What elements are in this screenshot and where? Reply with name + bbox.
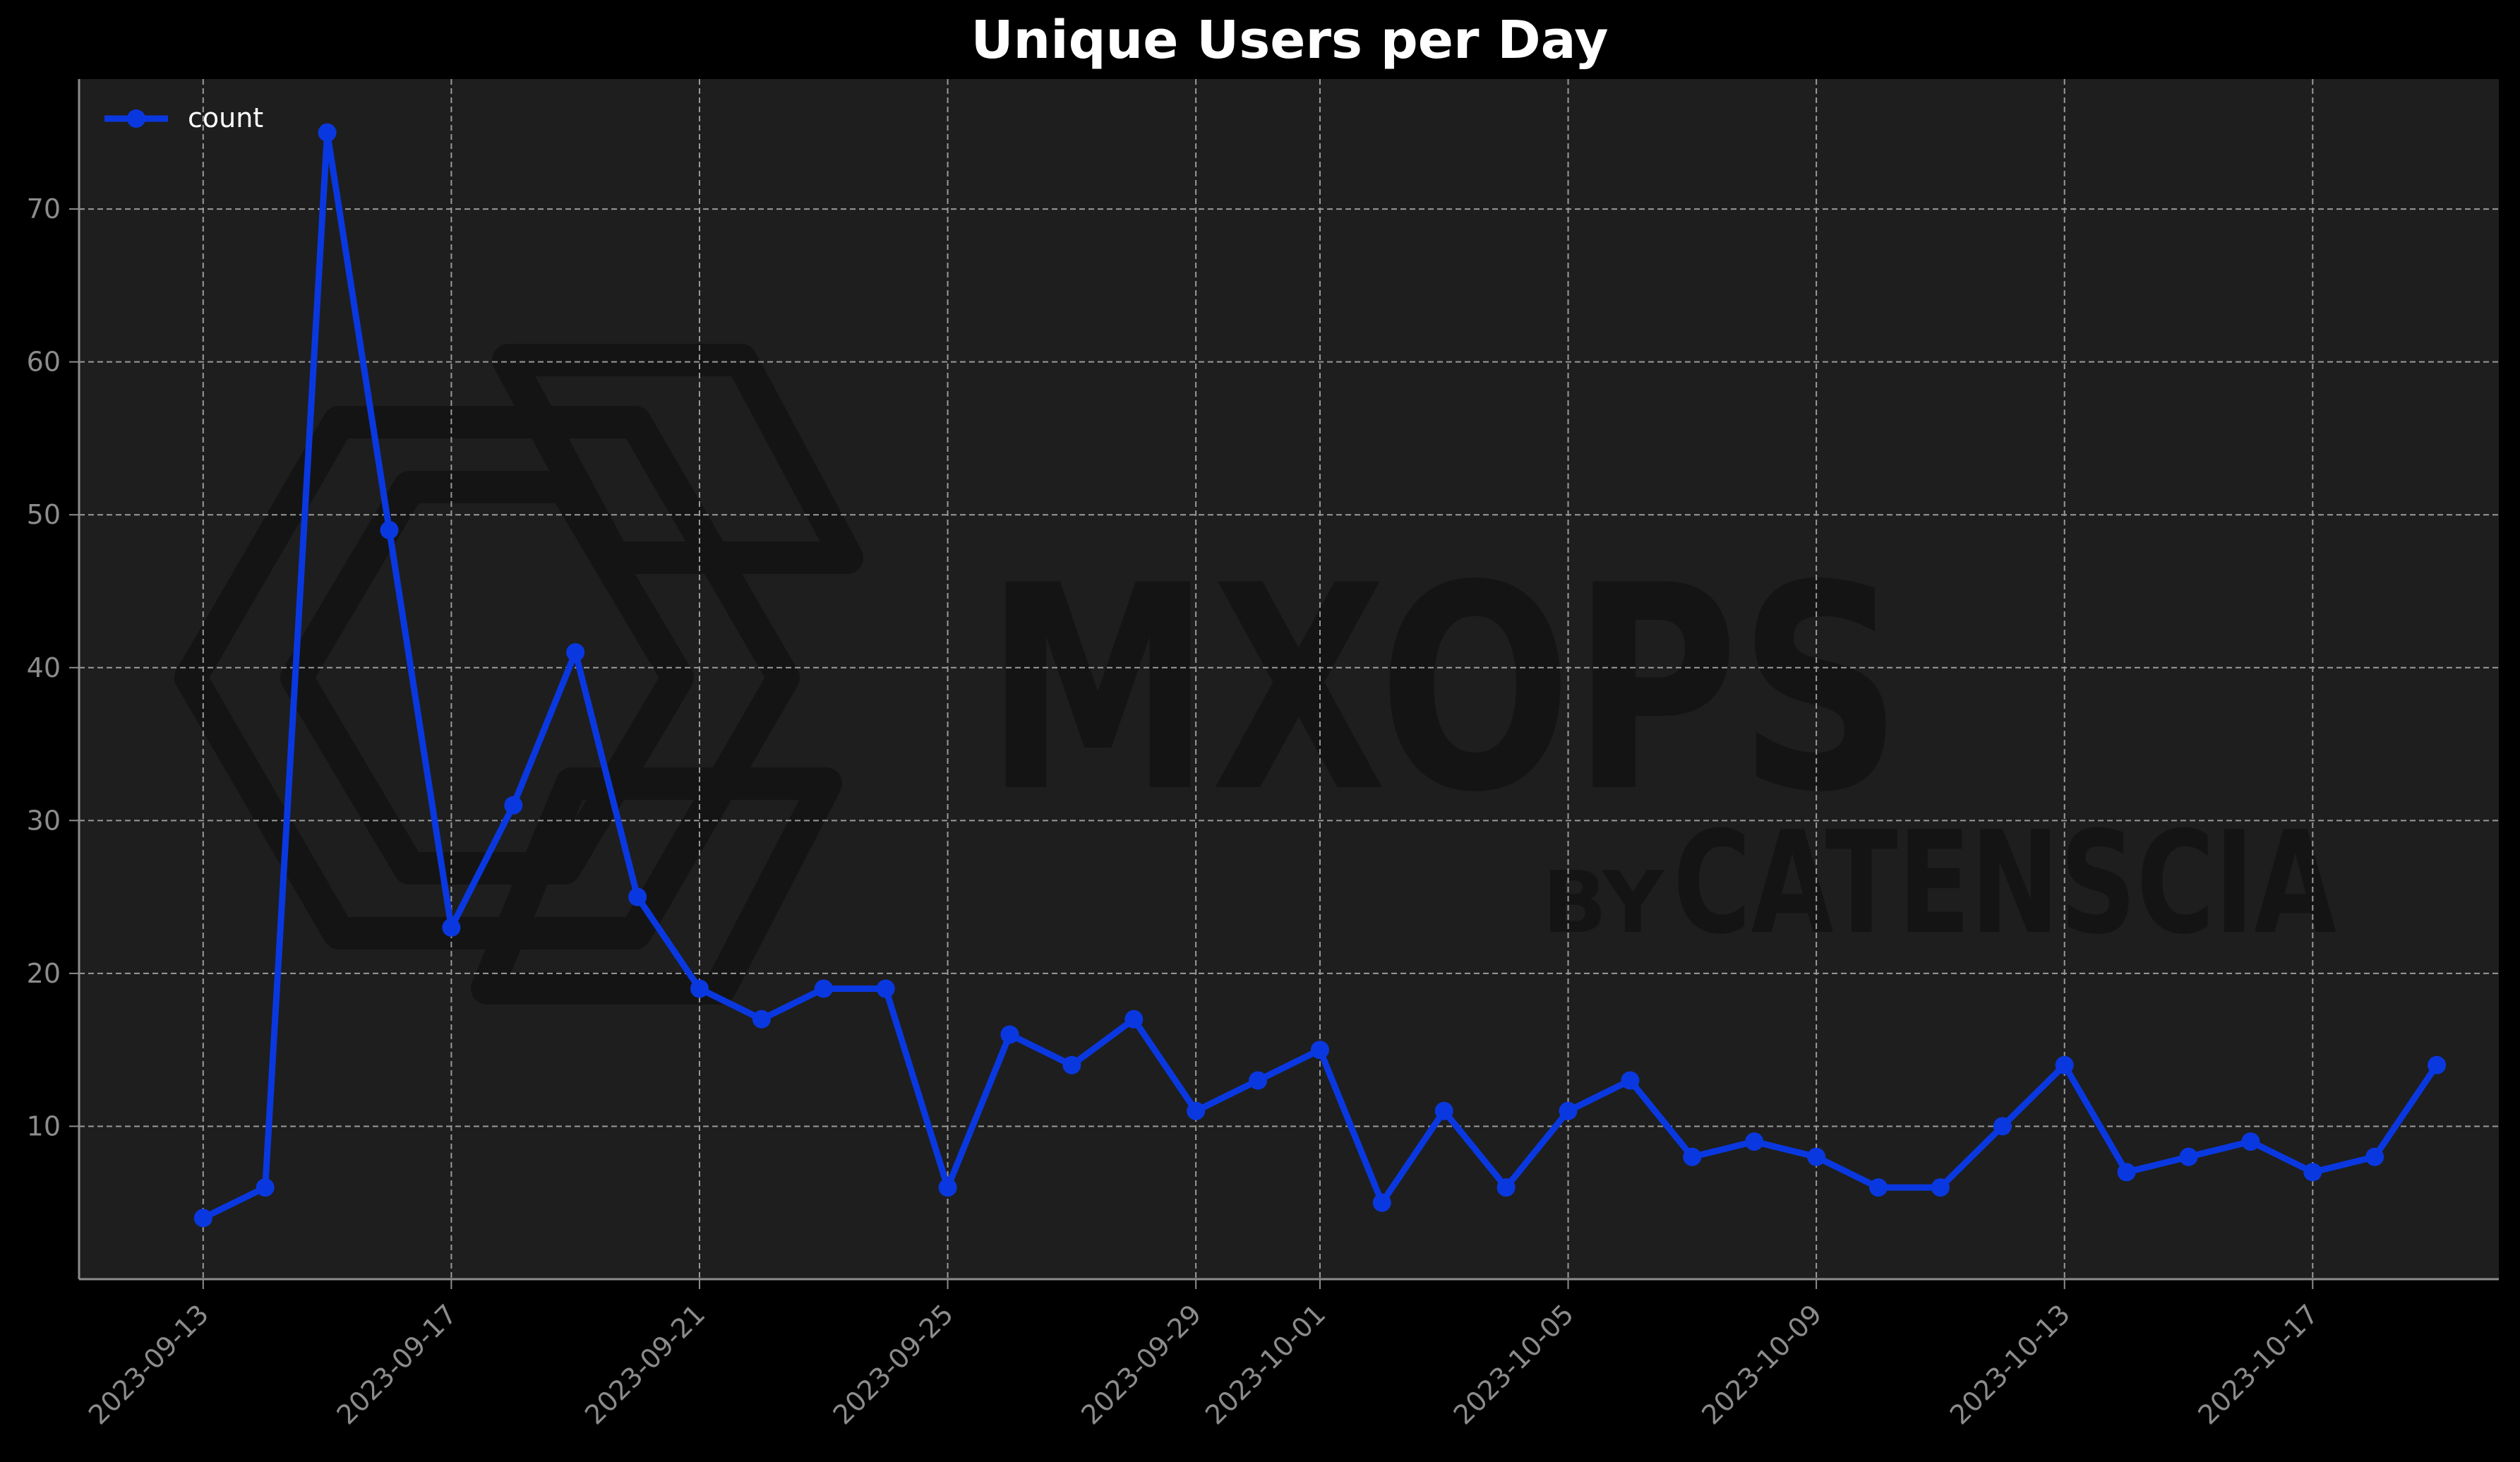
data-point: [318, 123, 337, 142]
watermark-hexagon-inner: [280, 471, 694, 885]
data-point: [1993, 1117, 2012, 1136]
y-tick-label: 40: [27, 652, 61, 683]
watermark-shape-top: [492, 344, 863, 574]
y-tick-label: 20: [27, 958, 61, 989]
data-point: [1187, 1101, 1206, 1120]
data-point: [1931, 1178, 1950, 1197]
legend-marker-swatch: [127, 109, 145, 128]
data-point: [690, 979, 709, 998]
data-point: [1496, 1178, 1516, 1197]
watermark-main: MXOPS: [985, 526, 1902, 854]
series-count: [193, 123, 2447, 1228]
y-tick-label: 60: [27, 347, 61, 378]
axes: [69, 79, 2499, 1289]
watermark-by: BY: [1542, 854, 1665, 952]
data-point: [566, 643, 585, 662]
data-point: [1124, 1009, 1144, 1029]
data-point: [2365, 1147, 2384, 1166]
data-point: [193, 1209, 212, 1228]
data-point: [1310, 1041, 1329, 1060]
watermark-shape-bottom: [471, 767, 842, 1005]
data-point: [1372, 1193, 1391, 1212]
data-point: [938, 1178, 957, 1197]
data-point: [752, 1009, 771, 1029]
data-point: [2303, 1163, 2322, 1182]
data-point: [1000, 1025, 1019, 1044]
chart-title: Unique Users per Day: [971, 10, 1608, 71]
data-point: [1683, 1147, 1702, 1166]
grid: [79, 79, 2499, 1279]
data-point: [1434, 1101, 1453, 1120]
watermark: MXOPS BY CATENSCIA: [174, 344, 2336, 1005]
data-point: [442, 918, 461, 937]
data-point: [2055, 1055, 2074, 1074]
data-point: [1745, 1132, 1764, 1151]
data-point: [1621, 1071, 1640, 1090]
watermark-brand: CATENSCIA: [1673, 801, 2336, 966]
data-point: [1869, 1178, 1888, 1197]
data-point: [628, 887, 647, 906]
y-tick-label: 70: [27, 193, 61, 224]
data-point: [256, 1178, 275, 1197]
y-tick-label: 10: [27, 1110, 61, 1142]
plot-area: [79, 79, 2499, 1279]
data-point: [2241, 1132, 2260, 1151]
data-point: [1249, 1071, 1268, 1090]
data-point: [2117, 1163, 2136, 1182]
data-point: [2179, 1147, 2198, 1166]
watermark-hexagon-outer: [174, 406, 800, 949]
y-tick-label: 30: [27, 805, 61, 836]
data-point: [1807, 1147, 1826, 1166]
data-point: [876, 979, 895, 998]
y-tick-label: 50: [27, 499, 61, 530]
data-point: [380, 520, 399, 539]
legend: count: [104, 102, 263, 133]
data-point: [1062, 1055, 1081, 1074]
data-point: [504, 796, 523, 815]
y-tick-labels: 10 20 30 40 50 60 70: [27, 193, 61, 1142]
data-point: [1559, 1101, 1578, 1120]
legend-label: count: [188, 102, 263, 133]
data-point: [2428, 1055, 2447, 1074]
data-point: [814, 979, 833, 998]
